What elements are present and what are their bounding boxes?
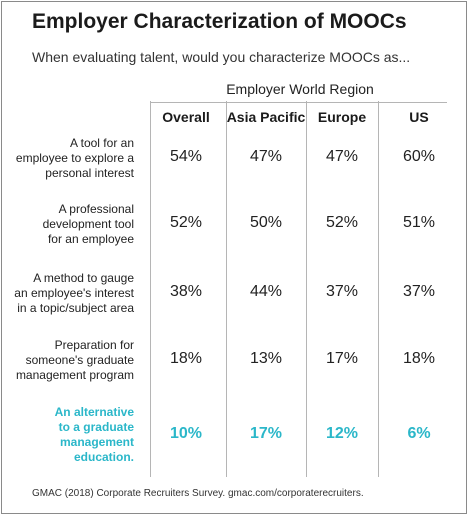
column-divider xyxy=(378,101,379,477)
table-cell: 52% xyxy=(325,214,359,231)
column-divider xyxy=(150,101,151,477)
table-cell: 38% xyxy=(169,283,203,300)
chart-title: Employer Characterization of MOOCs xyxy=(32,10,407,33)
column-group-header: Employer World Region xyxy=(226,81,374,97)
row-label: Preparation for someone's graduate managem… xyxy=(8,338,134,383)
row-label-line: education. xyxy=(73,450,134,464)
table-cell: 12% xyxy=(325,425,359,442)
table-cell: 54% xyxy=(169,148,203,165)
column-header-overall: Overall xyxy=(162,109,210,125)
row-label-line: an employee's interest xyxy=(14,285,134,300)
table-cell: 60% xyxy=(402,148,436,165)
table-cell: 51% xyxy=(402,214,436,231)
table-cell: 47% xyxy=(325,148,359,165)
row-label-line: management xyxy=(59,435,134,449)
table-cell: 13% xyxy=(249,350,283,367)
row-label-line: for an employee xyxy=(47,231,134,246)
row-label-line: someone's graduate xyxy=(25,352,134,367)
chart-subtitle: When evaluating talent, would you charac… xyxy=(32,49,411,65)
table-cell: 17% xyxy=(249,425,283,442)
table-cell: 6% xyxy=(407,425,431,442)
table-cell: 17% xyxy=(325,350,359,367)
column-header-us: US xyxy=(409,109,429,125)
column-divider xyxy=(226,101,227,477)
row-label-line: in a topic/subject area xyxy=(17,300,134,315)
row-label: A professional development tool for an emp… xyxy=(8,202,134,247)
row-label-line: An alternative xyxy=(54,405,134,419)
row-label-line: A tool for an xyxy=(69,135,134,150)
table-cell: 50% xyxy=(249,214,283,231)
table-cell: 18% xyxy=(402,350,436,367)
column-group-rule xyxy=(150,102,447,103)
row-label-line: A method to gauge xyxy=(33,270,134,285)
column-header-asia-pacific: Asia Pacific xyxy=(226,109,306,125)
row-label: A tool for an employee to explore a person… xyxy=(8,136,134,181)
table-cell: 18% xyxy=(169,350,203,367)
row-label-line: personal interest xyxy=(45,165,134,180)
source-note: GMAC (2018) Corporate Recruiters Survey.… xyxy=(32,488,364,499)
row-label-line: A professional xyxy=(58,201,134,216)
column-divider xyxy=(306,101,307,477)
table-cell: 52% xyxy=(169,214,203,231)
table-cell: 37% xyxy=(325,283,359,300)
table-cell: 47% xyxy=(249,148,283,165)
row-label: A method to gauge an employee's interest i… xyxy=(8,271,134,316)
table-cell: 44% xyxy=(249,283,283,300)
row-label: An alternative to a graduate management edu… xyxy=(8,405,134,465)
row-label-line: employee to explore a xyxy=(15,150,134,165)
row-label-line: management program xyxy=(15,367,134,382)
row-label-line: Preparation for xyxy=(54,337,134,352)
row-label-line: development tool xyxy=(42,216,134,231)
table-cell: 10% xyxy=(169,425,203,442)
row-label-line: to a graduate xyxy=(58,420,134,434)
table-cell: 37% xyxy=(402,283,436,300)
column-header-europe: Europe xyxy=(317,109,367,125)
